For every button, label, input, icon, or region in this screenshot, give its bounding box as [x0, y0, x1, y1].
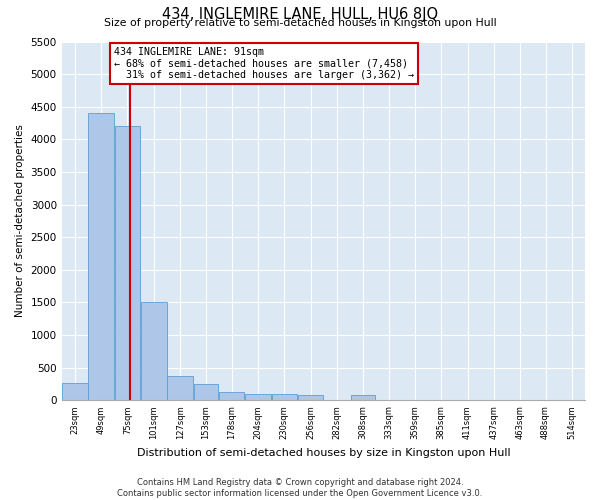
Bar	[350, 395, 375, 400]
Bar	[298, 395, 323, 400]
Bar	[194, 384, 218, 400]
Bar	[88, 114, 114, 401]
Bar	[272, 394, 297, 400]
Text: Contains HM Land Registry data © Crown copyright and database right 2024.
Contai: Contains HM Land Registry data © Crown c…	[118, 478, 482, 498]
Text: 434, INGLEMIRE LANE, HULL, HU6 8JQ: 434, INGLEMIRE LANE, HULL, HU6 8JQ	[162, 8, 438, 22]
Text: 434 INGLEMIRE LANE: 91sqm
← 68% of semi-detached houses are smaller (7,458)
  31: 434 INGLEMIRE LANE: 91sqm ← 68% of semi-…	[114, 47, 414, 80]
Bar	[141, 302, 167, 400]
Y-axis label: Number of semi-detached properties: Number of semi-detached properties	[15, 124, 25, 318]
Bar	[245, 394, 271, 400]
X-axis label: Distribution of semi-detached houses by size in Kingston upon Hull: Distribution of semi-detached houses by …	[137, 448, 510, 458]
Text: Size of property relative to semi-detached houses in Kingston upon Hull: Size of property relative to semi-detach…	[104, 18, 496, 28]
Bar	[62, 384, 88, 400]
Bar	[115, 126, 140, 400]
Bar	[167, 376, 193, 400]
Bar	[219, 392, 244, 400]
